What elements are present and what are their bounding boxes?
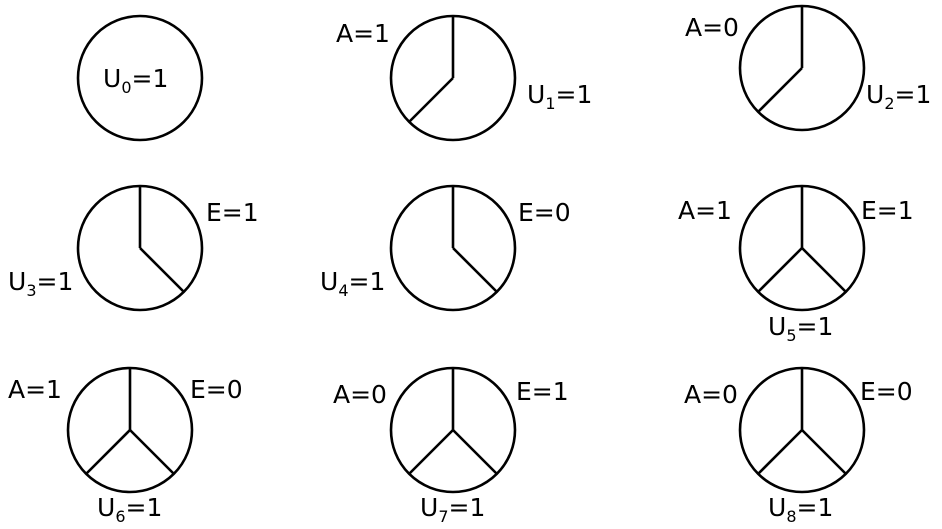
divider-lower-right bbox=[801, 429, 847, 475]
universe-label: U4=1 bbox=[320, 267, 385, 300]
diagram-u2: A=0 U2=1 bbox=[685, 4, 931, 132]
universe-label: U5=1 bbox=[768, 312, 833, 345]
diagram-u0: U0=1 bbox=[76, 14, 204, 142]
diagram-u6: A=1 E=0 U6=1 bbox=[8, 366, 243, 526]
e-label: E=1 bbox=[861, 196, 914, 225]
universe-label: U1=1 bbox=[527, 80, 592, 113]
universe-label: U2=1 bbox=[866, 80, 931, 113]
e-label: E=0 bbox=[860, 377, 913, 406]
diagram-u5: A=1 E=1 U5=1 bbox=[678, 184, 914, 345]
a-label: A=0 bbox=[333, 380, 387, 409]
diagram-u8: A=0 E=0 U8=1 bbox=[684, 366, 913, 526]
diagram-u4: E=0 U4=1 bbox=[320, 184, 571, 312]
a-label: A=0 bbox=[684, 380, 738, 409]
divider-lower-right bbox=[129, 429, 175, 475]
divider-lower-left bbox=[85, 429, 131, 475]
divider-lower-left bbox=[757, 247, 803, 293]
diagram-u7: A=0 E=1 U7=1 bbox=[333, 366, 569, 526]
divider-lower-right bbox=[452, 429, 498, 475]
diagram-u1: A=1 U1=1 bbox=[336, 14, 592, 142]
universe-label: U8=1 bbox=[768, 493, 833, 526]
a-label: A=1 bbox=[8, 375, 62, 404]
divider-lower-right bbox=[452, 247, 498, 293]
e-label: E=0 bbox=[518, 198, 571, 227]
divider-lower-right bbox=[139, 247, 185, 293]
a-label: A=1 bbox=[336, 19, 390, 48]
universe-label: U0=1 bbox=[103, 64, 168, 97]
universe-label: U7=1 bbox=[420, 493, 485, 526]
universe-circle bbox=[76, 14, 204, 142]
divider-lower-right bbox=[801, 247, 847, 293]
universe-label: U6=1 bbox=[97, 493, 162, 526]
divider-lower-left bbox=[408, 77, 454, 123]
e-label: E=1 bbox=[516, 377, 569, 406]
divider-lower-left bbox=[408, 429, 454, 475]
a-label: A=0 bbox=[685, 13, 739, 42]
a-label: A=1 bbox=[678, 196, 732, 225]
divider-lower-left bbox=[757, 67, 803, 113]
universe-label: U3=1 bbox=[8, 267, 73, 300]
e-label: E=0 bbox=[190, 375, 243, 404]
diagram-u3: E=1 U3=1 bbox=[8, 184, 259, 312]
divider-lower-left bbox=[757, 429, 803, 475]
e-label: E=1 bbox=[206, 198, 259, 227]
